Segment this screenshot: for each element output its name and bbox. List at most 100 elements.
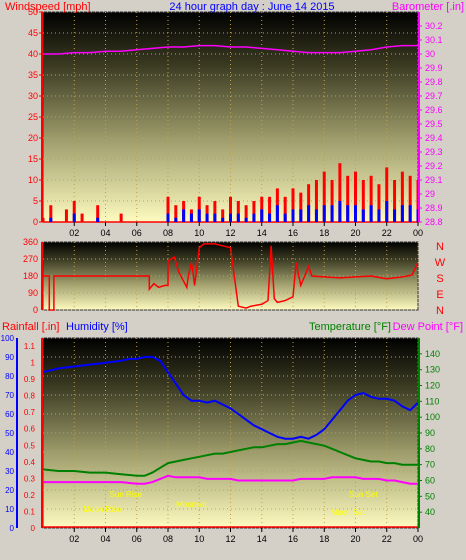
panel2-series [43,243,419,311]
x-tick-label: 22 [382,228,392,238]
rain-tick-label: 0.3 [24,474,36,483]
x-tick-label: 14 [257,228,267,238]
x-tick-label: 10 [194,534,204,544]
dewpoint-line [43,474,418,485]
x-tick-label: 18 [319,228,329,238]
rain-tick-label: 0.7 [24,408,36,417]
barometer-tick-label: 28.8 [425,217,443,227]
x-tick-label: 08 [163,228,173,238]
humidity-tick-label: 0 [10,524,15,533]
barometer-tick-label: 29.8 [425,77,443,87]
dewpoint-axis-label: Dew Point [°F] [393,321,463,333]
x-tick-label: 04 [100,534,110,544]
humidity-axis-label: Humidity [%] [66,321,128,333]
barometer-tick-label: 29.9 [425,63,443,73]
rain-tick-label: 0.5 [24,441,36,450]
humidity-tick-label: 20 [5,486,14,495]
barometer-tick-label: 30.2 [425,21,443,31]
humidity-tick-label: 30 [5,467,14,476]
barometer-tick-label: 29.6 [425,105,443,115]
humidity-line [42,356,419,440]
humidity-tick-label: 40 [5,448,14,457]
temperature-axis-label: Temperature [°F] [309,321,391,333]
windspeed-tick-label: 10 [28,175,38,185]
sun-moon-annotation: Sun Rise [110,490,143,499]
sun-moon-annotation: Sun Set [349,490,378,499]
barometer-tick-label: 29.7 [425,91,443,101]
x-tick-label: 04 [100,228,110,238]
x-tick-label: 02 [69,228,79,238]
panel1-axes: 0 5 10 15 20 25 30 35 40 45 50 28.8 28.9 29 29.1 29.2 29… [28,7,443,238]
sun-moon-annotation: Moon Rise [83,505,122,514]
x-tick-label: 16 [288,228,298,238]
rain-tick-label: 1 [31,359,36,368]
compass-label: N [436,241,444,253]
rain-tick-label: 0.1 [24,507,36,516]
rain-tick-label: 0.6 [24,425,36,434]
barometer-tick-label: 28.9 [425,203,443,213]
humidity-tick-label: 90 [5,353,14,362]
barometer-tick-label: 29 [425,189,435,199]
rain-tick-label: 0.4 [24,458,36,467]
barometer-tick-label: 30.1 [425,35,443,45]
temperature-tick-label: 90 [425,428,435,438]
rain-tick-label: 0.2 [24,491,36,500]
temperature-line [42,439,418,477]
barometer-line [43,44,418,55]
direction-tick-label: 270 [23,254,38,264]
temperature-tick-label: 100 [425,412,440,422]
x-tick-label: 06 [132,228,142,238]
wind-direction-line [43,243,419,311]
x-tick-label: 10 [194,228,204,238]
chart-title: 24 hour graph day : June 14 2015 [169,1,334,13]
windspeed-tick-label: 30 [28,91,38,101]
windspeed-barometer-panel: 0 5 10 15 20 25 30 35 40 45 50 28.8 28.9 29 29.1 29.2 29… [5,1,464,238]
sun-moon-annotation: Moon Set [331,508,366,517]
windspeed-axis-label: Windspeed [mph] [5,1,91,13]
compass-label: S [436,273,443,285]
rain-tick-label: 0 [31,524,36,533]
barometer-tick-label: 29.4 [425,133,443,143]
temperature-tick-label: 70 [425,460,435,470]
temperature-tick-label: 80 [425,444,435,454]
direction-tick-label: 90 [28,288,38,298]
windspeed-tick-label: 50 [28,7,38,17]
barometer-tick-label: 29.3 [425,147,443,157]
x-tick-label: 16 [288,534,298,544]
x-tick-label: 18 [319,534,329,544]
humidity-tick-label: 60 [5,410,14,419]
x-tick-label: 14 [257,534,267,544]
x-tick-label: 08 [163,534,173,544]
barometer-tick-label: 30 [425,49,435,59]
x-tick-label: 00 [413,534,423,544]
barometer-tick-label: 29.1 [425,175,443,185]
panel3-annotations: Sun Rise Sun Set Moon Rise Moon Set Moonset [83,490,378,517]
windspeed-tick-label: 5 [33,196,38,206]
x-tick-label: 20 [350,534,360,544]
humidity-tick-label: 50 [5,429,14,438]
direction-tick-label: 180 [23,271,38,281]
humidity-tick-label: 80 [5,372,14,381]
temperature-tick-label: 120 [425,381,440,391]
rain-tick-label: 0.8 [24,392,36,401]
temperature-tick-label: 140 [425,349,440,359]
humidity-tick-label: 100 [1,334,15,343]
rain-tick-label: 1.1 [24,342,36,351]
x-tick-label: 22 [382,534,392,544]
panel2-grid [43,241,419,311]
windspeed-tick-label: 35 [28,70,38,80]
temperature-tick-label: 50 [425,491,435,501]
temperature-tick-label: 130 [425,365,440,375]
x-tick-label: 06 [132,534,142,544]
temperature-tick-label: 40 [425,507,435,517]
x-tick-label: 00 [413,228,423,238]
compass-label: N [436,305,444,317]
barometer-tick-label: 29.5 [425,119,443,129]
panel3-axes: 0 0.1 0.2 0.3 0.4 0.5 0.6 0.7 0.8 0.9 1 1.1 0 10 20 30 4… [1,334,440,544]
windspeed-tick-label: 20 [28,133,38,143]
windspeed-tick-label: 25 [28,112,38,122]
